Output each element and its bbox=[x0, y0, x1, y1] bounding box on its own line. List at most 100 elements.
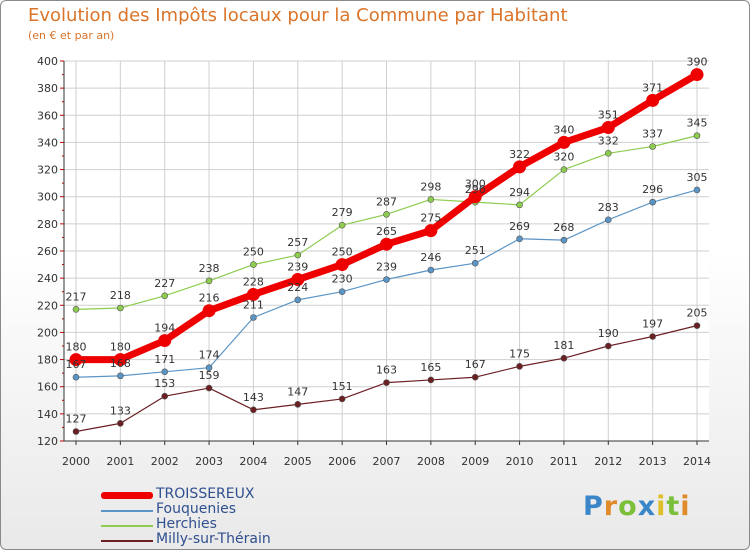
data-point bbox=[646, 93, 660, 107]
data-label: 322 bbox=[509, 148, 530, 161]
data-label: 296 bbox=[465, 183, 486, 196]
data-label: 251 bbox=[465, 244, 486, 257]
data-label: 332 bbox=[598, 134, 619, 147]
y-tick-label: 380 bbox=[37, 82, 58, 95]
y-tick-label: 200 bbox=[37, 326, 58, 339]
data-label: 218 bbox=[110, 289, 131, 302]
data-label: 337 bbox=[642, 128, 663, 141]
data-label: 298 bbox=[420, 180, 441, 193]
data-point bbox=[338, 395, 346, 403]
data-point bbox=[560, 354, 568, 362]
chart-title: Evolution des Impôts locaux pour la Comm… bbox=[28, 5, 568, 26]
data-point bbox=[72, 373, 80, 381]
x-tick-label: 2011 bbox=[550, 455, 578, 468]
y-tick-label: 240 bbox=[37, 272, 58, 285]
data-label: 217 bbox=[66, 290, 87, 303]
data-point bbox=[693, 132, 701, 139]
data-label: 171 bbox=[154, 353, 175, 366]
data-label: 175 bbox=[509, 347, 530, 360]
data-point bbox=[513, 160, 527, 174]
data-label: 371 bbox=[642, 81, 663, 94]
logo-letter: x bbox=[637, 491, 657, 522]
data-label: 168 bbox=[110, 357, 131, 370]
data-point bbox=[250, 261, 257, 268]
data-label: 246 bbox=[420, 251, 441, 264]
data-point bbox=[383, 211, 390, 218]
data-label: 159 bbox=[199, 369, 220, 382]
data-point bbox=[117, 304, 124, 312]
data-label: 296 bbox=[642, 183, 663, 196]
data-label: 320 bbox=[553, 151, 574, 164]
data-point bbox=[471, 259, 479, 267]
data-point bbox=[294, 401, 302, 408]
data-label: 167 bbox=[66, 358, 87, 371]
data-point bbox=[560, 166, 568, 173]
x-tick-label: 2000 bbox=[62, 455, 90, 468]
data-point bbox=[424, 224, 438, 238]
data-point bbox=[693, 186, 701, 194]
data-label: 194 bbox=[154, 322, 175, 335]
y-tick-label: 180 bbox=[37, 354, 58, 367]
data-point bbox=[468, 190, 482, 204]
logo-letter: t bbox=[666, 491, 681, 522]
data-label: 238 bbox=[199, 262, 220, 275]
data-label: 287 bbox=[376, 195, 397, 208]
data-label: 165 bbox=[420, 361, 441, 374]
x-tick-label: 2014 bbox=[683, 455, 711, 468]
chart-subtitle: (en € et par an) bbox=[28, 29, 115, 42]
data-point bbox=[383, 379, 390, 386]
legend-swatch bbox=[101, 492, 153, 499]
data-point bbox=[161, 368, 169, 376]
data-point bbox=[649, 143, 656, 150]
data-point bbox=[471, 373, 479, 381]
data-label: 283 bbox=[598, 201, 619, 214]
legend-label: Milly-sur-Thérain bbox=[156, 531, 271, 547]
data-label: 305 bbox=[687, 171, 708, 184]
data-point bbox=[161, 292, 169, 300]
legend-label: Fouquenies bbox=[156, 501, 237, 517]
data-point bbox=[250, 314, 257, 321]
data-point bbox=[205, 277, 213, 285]
data-point bbox=[291, 273, 305, 286]
x-tick-label: 2008 bbox=[417, 455, 445, 468]
x-tick-label: 2013 bbox=[639, 455, 667, 468]
data-point bbox=[335, 258, 349, 272]
data-label: 279 bbox=[332, 206, 353, 219]
data-point bbox=[250, 406, 257, 414]
data-point bbox=[338, 288, 346, 296]
data-label: 127 bbox=[66, 413, 87, 426]
y-tick-label: 120 bbox=[37, 435, 58, 448]
data-label: 174 bbox=[199, 349, 220, 362]
logo-letter: P bbox=[583, 491, 604, 522]
data-label: 294 bbox=[509, 186, 530, 199]
data-point bbox=[72, 428, 80, 435]
data-label: 390 bbox=[687, 56, 708, 69]
data-point bbox=[205, 384, 213, 392]
data-label: 211 bbox=[243, 299, 264, 312]
y-tick-label: 400 bbox=[37, 55, 58, 68]
data-point bbox=[338, 221, 346, 229]
data-point bbox=[294, 251, 302, 259]
proxiti-logo: Proxiti bbox=[583, 491, 691, 522]
data-point bbox=[649, 333, 656, 340]
data-point bbox=[383, 276, 390, 283]
data-label: 257 bbox=[287, 236, 308, 249]
data-label: 163 bbox=[376, 364, 397, 377]
data-point bbox=[205, 364, 213, 372]
data-point bbox=[560, 236, 568, 244]
data-point bbox=[649, 198, 656, 206]
data-point bbox=[117, 420, 124, 427]
data-label: 345 bbox=[687, 117, 708, 130]
data-point bbox=[516, 235, 523, 243]
x-tick-label: 2004 bbox=[239, 455, 267, 468]
data-point bbox=[601, 121, 615, 134]
data-point bbox=[427, 266, 435, 274]
data-label: 275 bbox=[420, 212, 441, 225]
data-label: 153 bbox=[154, 377, 175, 390]
data-point bbox=[113, 353, 127, 367]
data-point bbox=[380, 237, 393, 251]
x-tick-label: 2007 bbox=[373, 455, 401, 468]
data-label: 227 bbox=[154, 277, 175, 290]
